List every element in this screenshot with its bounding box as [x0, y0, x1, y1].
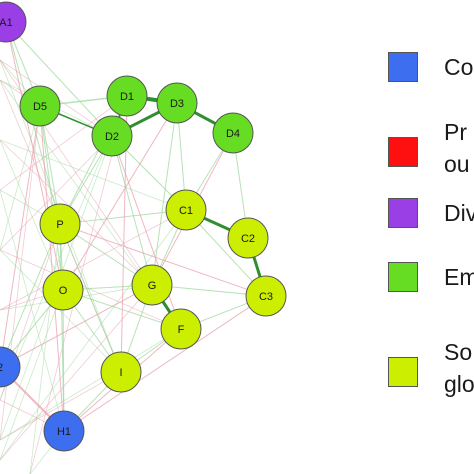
- node-label: H1: [57, 426, 71, 438]
- node-label: P: [56, 219, 63, 231]
- node-label: G: [148, 280, 157, 292]
- node-i: I: [100, 351, 142, 393]
- background-edge: [0, 189, 65, 432]
- node-g: G: [131, 264, 173, 306]
- legend-swatch: [388, 262, 418, 292]
- background-edge: [0, 105, 41, 251]
- edge-h1-d5: [39, 105, 65, 432]
- node-label: C1: [179, 205, 193, 217]
- node-circle: [42, 269, 84, 311]
- edge-a1-d2: [5, 21, 113, 137]
- node-d5: D5: [19, 85, 61, 127]
- node-circle: [156, 82, 198, 124]
- edge-a1-o: [5, 21, 64, 291]
- edge-b2-g: [0, 284, 153, 368]
- node-d4: D4: [212, 112, 254, 154]
- legend-label: glo: [444, 371, 474, 397]
- node-circle: [160, 308, 202, 350]
- node-circle: [165, 189, 207, 231]
- legend-label: ou: [444, 151, 470, 177]
- edge-h1-c3: [63, 295, 267, 432]
- node-d3: D3: [156, 82, 198, 124]
- node-label: C2: [241, 233, 255, 245]
- edge-p-i: [59, 223, 122, 373]
- background-edge: [0, 284, 153, 461]
- edge-d5-o: [39, 105, 64, 291]
- node-label: D4: [226, 128, 240, 140]
- background-edge: [29, 223, 61, 474]
- background-edge: [0, 371, 122, 441]
- background-edge: [0, 139, 187, 211]
- node-p: P: [39, 203, 81, 245]
- legend-label: Div: [444, 200, 474, 226]
- legend-label: Co: [444, 54, 474, 80]
- node-d1: D1: [106, 75, 148, 117]
- legend-swatch: [388, 137, 418, 167]
- node-label: 2: [0, 362, 3, 374]
- node-circle: [106, 75, 148, 117]
- node-h1: H1: [43, 410, 85, 452]
- background-edge: [0, 139, 64, 291]
- node-circle: [131, 264, 173, 306]
- node-f: F: [160, 308, 202, 350]
- node-circle: [0, 1, 27, 43]
- node-circle: [212, 112, 254, 154]
- node-circle: [100, 351, 142, 393]
- node-c2: C2: [227, 217, 269, 259]
- background-edge: [0, 249, 182, 330]
- node-circle: [227, 217, 269, 259]
- node-label: D3: [170, 98, 184, 110]
- node-d2: D2: [91, 115, 133, 157]
- node-circle: [0, 346, 21, 388]
- node-c1: C1: [165, 189, 207, 231]
- edge-d3-g: [151, 102, 178, 286]
- background-edge: [0, 95, 128, 191]
- node-label: I: [119, 367, 122, 379]
- background-edge: [0, 328, 182, 441]
- legend-label: Em: [444, 264, 474, 290]
- edge-d2-g: [111, 135, 153, 286]
- edge-o-d3: [62, 102, 178, 291]
- node-label: D1: [120, 91, 134, 103]
- node-label: F: [178, 324, 185, 336]
- node-label: D5: [33, 101, 47, 113]
- edge-f-d2: [111, 135, 182, 330]
- node-a1: A1: [0, 1, 27, 43]
- node-label: D2: [105, 131, 119, 143]
- edge-b2-d5: [0, 105, 41, 368]
- node-label: O: [59, 285, 68, 297]
- nodes: A1 D1 D2 D3 D4 D5 C1 C2 C3 P O G F I 2 H1: [0, 1, 287, 452]
- background-edge: [0, 289, 64, 461]
- node-c3: C3: [245, 275, 287, 317]
- node-label: A1: [0, 17, 13, 29]
- background-edge: [0, 249, 122, 373]
- legend-swatch: [388, 198, 418, 228]
- node-o: O: [42, 269, 84, 311]
- legend-label: Pr: [444, 119, 467, 145]
- node-label: C3: [259, 291, 273, 303]
- legend-label: So: [444, 339, 473, 365]
- node-circle: [39, 203, 81, 245]
- edge-p-h1: [59, 223, 65, 432]
- background-edge: [0, 105, 41, 441]
- legend-swatch: [388, 357, 418, 387]
- node-circle: [245, 275, 287, 317]
- node-b2: 2: [0, 346, 21, 388]
- edge-p-c3: [59, 223, 267, 297]
- edge-p-c1: [59, 209, 187, 225]
- node-circle: [19, 85, 61, 127]
- node-circle: [43, 410, 85, 452]
- node-circle: [91, 115, 133, 157]
- background-edge: [0, 209, 187, 461]
- legend-swatch: [388, 52, 418, 82]
